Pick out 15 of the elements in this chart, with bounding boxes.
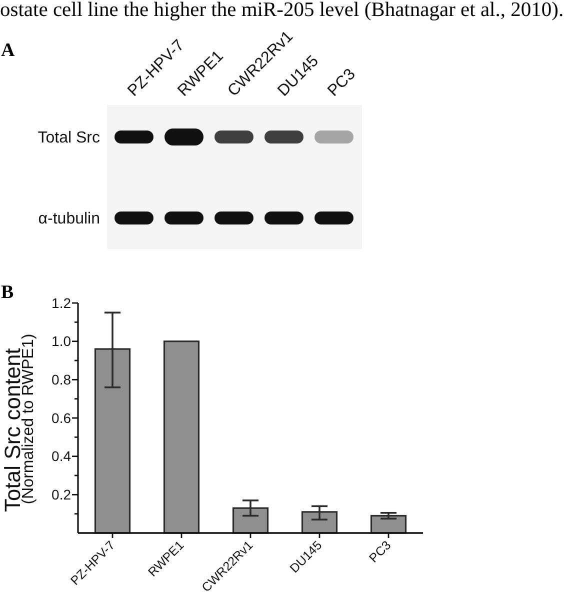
category-label: α-tubulin: [38, 210, 100, 228]
y-tick-label: 1.2: [52, 294, 72, 311]
y-tick-label: 0.6: [52, 410, 72, 426]
chart-title: B: [1, 282, 14, 303]
y-tick-label: 0.8: [52, 372, 72, 388]
y-tick-label: 1.0: [52, 333, 72, 350]
y-axis-title: Total Src content (Normalized to RWPE1): [0, 334, 37, 512]
category-label: PC3: [324, 66, 359, 100]
text: A: [1, 40, 15, 61]
bar: [301, 511, 338, 534]
category-label: Total Src: [38, 130, 100, 146]
y-tick-label: 0.4: [52, 448, 72, 464]
bar: [163, 340, 200, 534]
text: ostate cell line the higher the miR-205 level (Bhatnagar et al., 2010).: [0, 0, 564, 21]
y-tick-label: 0.2: [52, 486, 72, 503]
